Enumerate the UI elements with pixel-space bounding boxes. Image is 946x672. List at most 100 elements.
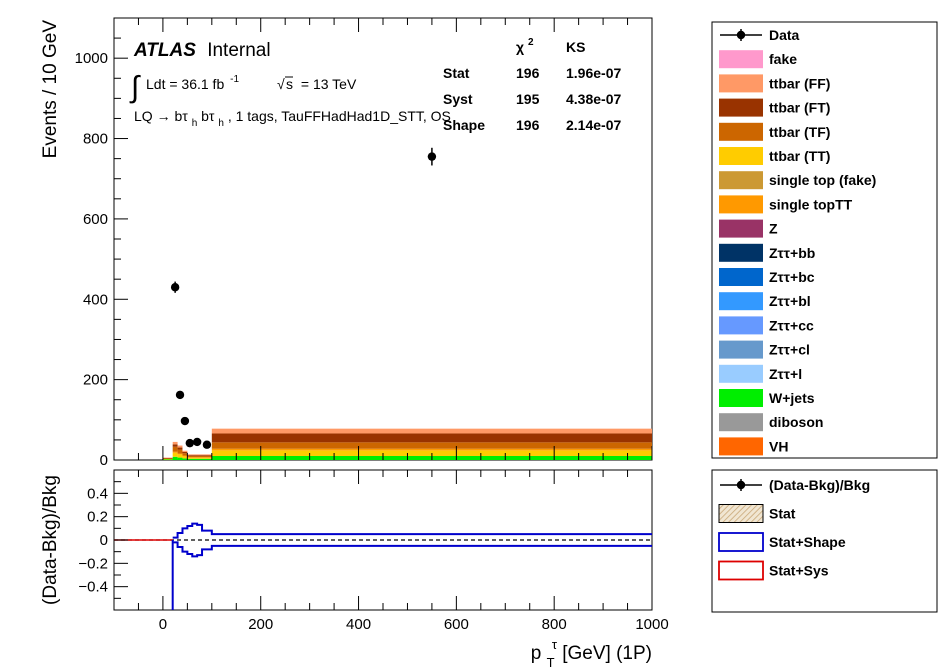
- legend-entry: ttbar (TF): [719, 122, 830, 141]
- legend-entry: single top (fake): [719, 171, 876, 190]
- stats-header-ks: KS: [566, 39, 585, 55]
- legend-label: Zττ+bb: [769, 245, 815, 261]
- stack-bar-wjets: [172, 456, 178, 460]
- region-b1: bτ: [174, 108, 188, 124]
- data-point-marker: [175, 390, 185, 400]
- stack-bar-single_top_tt: [187, 457, 212, 458]
- main-panel: 0 200 400 600 800 1000 Events / 10 GeV ATLAS …: [40, 17, 653, 469]
- data-point-marker: [170, 283, 180, 292]
- legend-swatch: [719, 340, 763, 359]
- stats-header-chi-exp: 2: [528, 37, 534, 48]
- ratio-legend-entry: Stat+Sys: [718, 560, 829, 581]
- stack-bar-ttbar_ft: [162, 457, 173, 459]
- ratio-legend-entry: (Data-Bkg)/Bkg: [720, 477, 870, 493]
- legend-swatch: [719, 195, 763, 214]
- legend-entry: Zττ+bc: [719, 268, 815, 286]
- x-axis-label-sup: τ: [552, 637, 558, 652]
- data-point: [170, 281, 180, 293]
- legend-swatch: [719, 50, 763, 69]
- stats-table: χ 2 KS Stat 196 1.96e-07 Syst 195 4.38e-…: [443, 37, 621, 133]
- y-tick-label: 400: [83, 291, 108, 308]
- stats-header-chi: χ: [516, 39, 524, 55]
- stack-bar-ttbar_tf: [187, 455, 212, 458]
- stack-bar-wjets: [177, 457, 183, 460]
- legend-swatch: [719, 243, 763, 262]
- legend-label: Zττ+cc: [769, 317, 814, 333]
- stack-bar-ttbar_ff: [182, 450, 188, 452]
- x-tick-label: 1000: [635, 616, 668, 633]
- ratio-y-tick-label: −0.4: [78, 579, 108, 596]
- region-suffix: , 1 tags, TauFFHadHad1D_STT, OS: [228, 108, 451, 124]
- stat-shape-upper: [172, 522, 652, 539]
- ratio-y-tick-label: 0: [100, 532, 108, 549]
- stack-bar-ttbar_ff: [211, 428, 652, 434]
- stats-row-chi2: 195: [516, 91, 540, 107]
- stack-bar-ttbar_tt: [187, 457, 212, 459]
- data-point-marker: [185, 438, 195, 448]
- legend-swatch: [719, 437, 763, 456]
- sqrt-sign: √: [277, 76, 285, 92]
- legend-label: single top (fake): [769, 172, 876, 188]
- data-point: [202, 440, 212, 449]
- legend-swatch: [719, 147, 763, 165]
- region-sub2: h: [218, 118, 224, 129]
- legend-label: Zττ+cl: [769, 342, 810, 358]
- legend-label: Stat+Shape: [769, 534, 846, 550]
- legend-label: VH: [769, 438, 788, 454]
- main-y-axis-label: Events / 10 GeV: [40, 20, 61, 159]
- legend-swatch: [719, 74, 763, 93]
- y-tick-label: 0: [100, 452, 108, 469]
- stats-row-ks: 2.14e-07: [566, 117, 621, 133]
- x-tick-label: 800: [542, 616, 567, 633]
- legend-label: ttbar (TF): [769, 124, 830, 140]
- legend-swatch: [719, 171, 763, 190]
- stats-row-chi2: 196: [516, 117, 540, 133]
- lumi-integral: Ldt = 36.1 fb: [146, 76, 224, 92]
- y-tick-label: 800: [83, 131, 108, 148]
- lumi-exponent: -1: [230, 74, 239, 85]
- stack-bar-ttbar_ft: [172, 444, 178, 447]
- legend-entry: Zττ+bl: [719, 292, 811, 311]
- ratio-panel: −0.4 −0.2 0 0.2 0.4 0 200 400 600 800 1000 (Data-…: [40, 469, 669, 670]
- region-b2: bτ: [201, 108, 215, 124]
- main-y-axis: 0 200 400 600 800 1000: [75, 17, 128, 469]
- ratio-legend: (Data-Bkg)/Bkg Stat Stat+Shape Stat+Sys: [711, 469, 938, 613]
- stats-row-ks: 1.96e-07: [566, 65, 621, 81]
- legend-swatch: [719, 268, 763, 286]
- legend-label: ttbar (FT): [769, 100, 830, 116]
- stack-bar-ttbar_tf: [177, 449, 183, 454]
- stack-bar-single_top_tt: [177, 453, 183, 455]
- legend-label: Zττ+l: [769, 366, 802, 382]
- legend-swatch: [719, 219, 763, 238]
- y-tick-label: 600: [83, 211, 108, 228]
- x-tick-label: 200: [248, 616, 273, 633]
- ratio-y-tick-label: −0.2: [78, 555, 108, 572]
- stats-row-chi2: 196: [516, 65, 540, 81]
- main-frame: [113, 17, 653, 461]
- svg-text:χ 2: χ 2: [516, 37, 534, 55]
- legend-label: W+jets: [769, 390, 815, 406]
- ratio-x-axis: 0 200 400 600 800 1000: [113, 470, 669, 633]
- stack-bar-ttbar_ft: [182, 451, 188, 454]
- x-tick-label: 400: [346, 616, 371, 633]
- energy-sqrt: s: [286, 76, 293, 92]
- stack-bar-ttbar_ff: [177, 445, 183, 448]
- stack-bar-ttbar_tf: [211, 442, 652, 449]
- integral-sign: ∫: [129, 71, 141, 104]
- x-axis-label-sub: T: [547, 655, 555, 670]
- legend-label: diboson: [769, 414, 823, 430]
- main-x-ticks: [113, 18, 653, 460]
- legend-swatch: [719, 292, 763, 311]
- stack-bar-wjets: [187, 458, 212, 460]
- stack-bar-ttbar_tt: [162, 458, 173, 460]
- stack-bar-ttbar_tt: [182, 456, 188, 459]
- ratio-y-axis-label: (Data-Bkg)/Bkg: [40, 475, 61, 605]
- stack-bar-ttbar_tf: [162, 458, 173, 459]
- atlas-brand: ATLAS: [133, 40, 196, 61]
- legend-entry: ttbar (TT): [719, 147, 830, 165]
- stack-bar-wjets: [162, 459, 173, 460]
- legend-label: (Data-Bkg)/Bkg: [769, 477, 870, 493]
- atlas-status: Internal: [207, 40, 270, 61]
- stack-bar-single_top_tt: [211, 448, 652, 451]
- data-point: [175, 390, 185, 400]
